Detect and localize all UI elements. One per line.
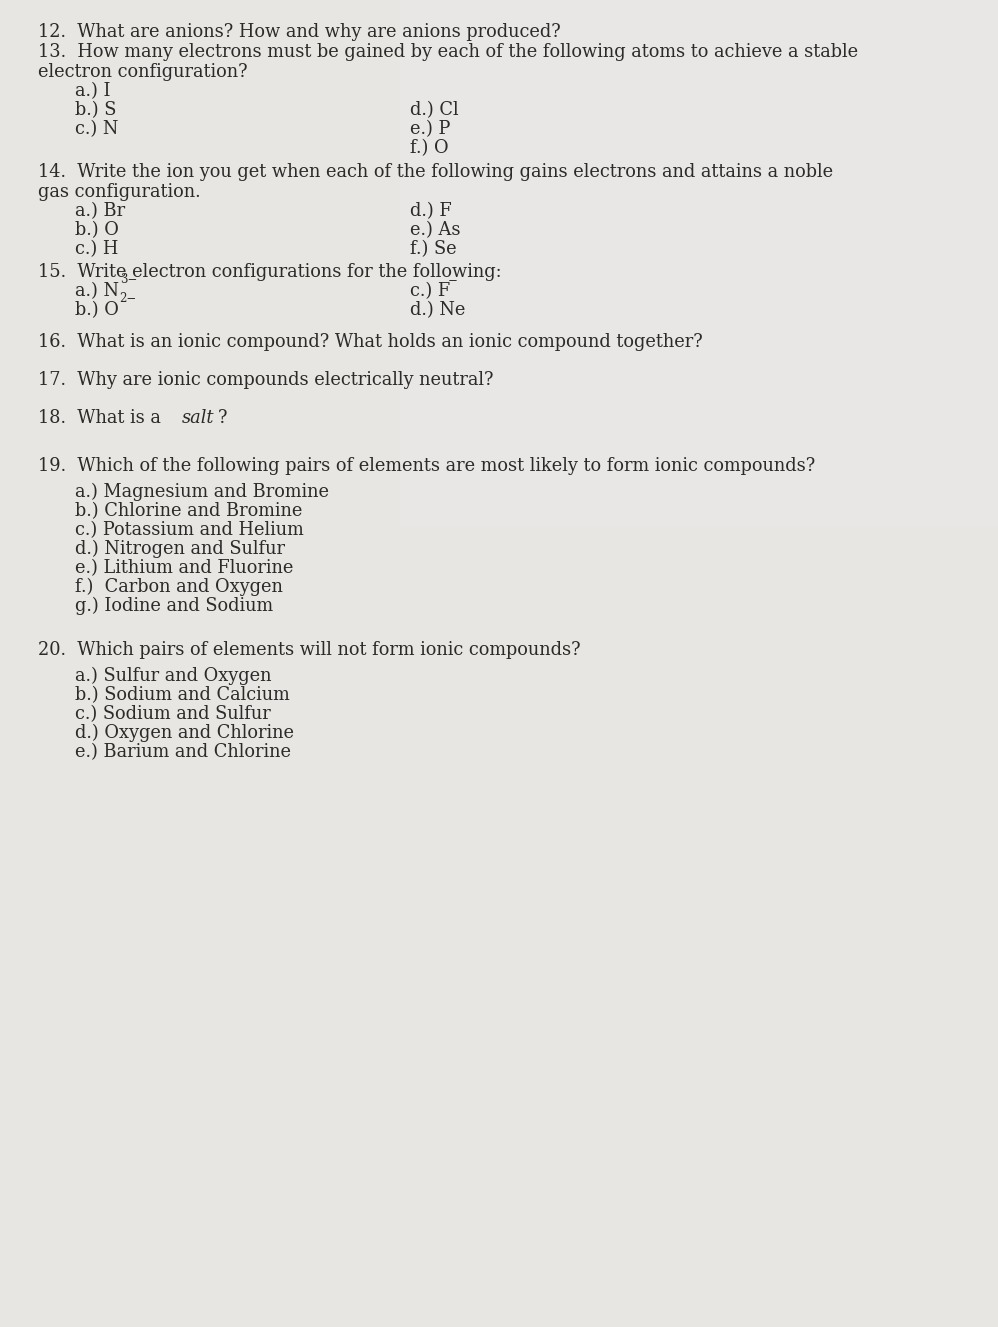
Text: e.) As: e.) As: [410, 222, 460, 239]
Text: 17.  Why are ionic compounds electrically neutral?: 17. Why are ionic compounds electrically…: [38, 372, 493, 389]
Text: 19.  Which of the following pairs of elements are most likely to form ionic comp: 19. Which of the following pairs of elem…: [38, 456, 815, 475]
Text: 14.  Write the ion you get when each of the following gains electrons and attain: 14. Write the ion you get when each of t…: [38, 163, 833, 180]
Text: d.) Nitrogen and Sulfur: d.) Nitrogen and Sulfur: [75, 540, 285, 557]
Text: c.) Sodium and Sulfur: c.) Sodium and Sulfur: [75, 705, 270, 723]
Text: 18.  What is a: 18. What is a: [38, 409, 167, 427]
Text: f.) Se: f.) Se: [410, 240, 457, 257]
Text: a.) N: a.) N: [75, 283, 119, 300]
Text: e.) Barium and Chlorine: e.) Barium and Chlorine: [75, 743, 291, 760]
Text: 20.  Which pairs of elements will not form ionic compounds?: 20. Which pairs of elements will not for…: [38, 641, 581, 660]
Text: a.) I: a.) I: [75, 82, 111, 100]
Text: d.) Oxygen and Chlorine: d.) Oxygen and Chlorine: [75, 723, 294, 742]
Text: e.) Lithium and Fluorine: e.) Lithium and Fluorine: [75, 559, 293, 577]
Text: b.) O: b.) O: [75, 222, 119, 239]
Text: b.) O: b.) O: [75, 301, 119, 318]
Text: d.) Ne: d.) Ne: [410, 301, 465, 318]
Text: b.) S: b.) S: [75, 101, 117, 119]
Text: electron configuration?: electron configuration?: [38, 62, 248, 81]
Text: f.)  Carbon and Oxygen: f.) Carbon and Oxygen: [75, 577, 282, 596]
Text: 16.  What is an ionic compound? What holds an ionic compound together?: 16. What is an ionic compound? What hold…: [38, 333, 703, 352]
Text: c.) Potassium and Helium: c.) Potassium and Helium: [75, 522, 303, 539]
Text: c.) N: c.) N: [75, 119, 119, 138]
Text: d.) F: d.) F: [410, 202, 452, 220]
Text: 2−: 2−: [120, 292, 137, 305]
Text: a.) Magnesium and Bromine: a.) Magnesium and Bromine: [75, 483, 329, 502]
Text: c.) F: c.) F: [410, 283, 450, 300]
Text: b.) Chlorine and Bromine: b.) Chlorine and Bromine: [75, 502, 302, 520]
Text: f.) O: f.) O: [410, 139, 449, 157]
Text: e.) P: e.) P: [410, 119, 450, 138]
Text: c.) H: c.) H: [75, 240, 119, 257]
Text: b.) Sodium and Calcium: b.) Sodium and Calcium: [75, 686, 289, 705]
Text: ?: ?: [218, 409, 228, 427]
Text: d.) Cl: d.) Cl: [410, 101, 459, 119]
Text: 3−: 3−: [121, 273, 138, 287]
Text: g.) Iodine and Sodium: g.) Iodine and Sodium: [75, 597, 273, 614]
Text: salt: salt: [182, 409, 215, 427]
Text: a.) Sulfur and Oxygen: a.) Sulfur and Oxygen: [75, 666, 271, 685]
Text: gas configuration.: gas configuration.: [38, 183, 201, 200]
Text: a.) Br: a.) Br: [75, 202, 125, 220]
Text: 13.  How many electrons must be gained by each of the following atoms to achieve: 13. How many electrons must be gained by…: [38, 42, 858, 61]
Bar: [400, 0, 998, 527]
Text: −: −: [448, 273, 458, 287]
Text: 15.  Write electron configurations for the following:: 15. Write electron configurations for th…: [38, 263, 502, 281]
Text: 12.  What are anions? How and why are anions produced?: 12. What are anions? How and why are ani…: [38, 23, 561, 41]
